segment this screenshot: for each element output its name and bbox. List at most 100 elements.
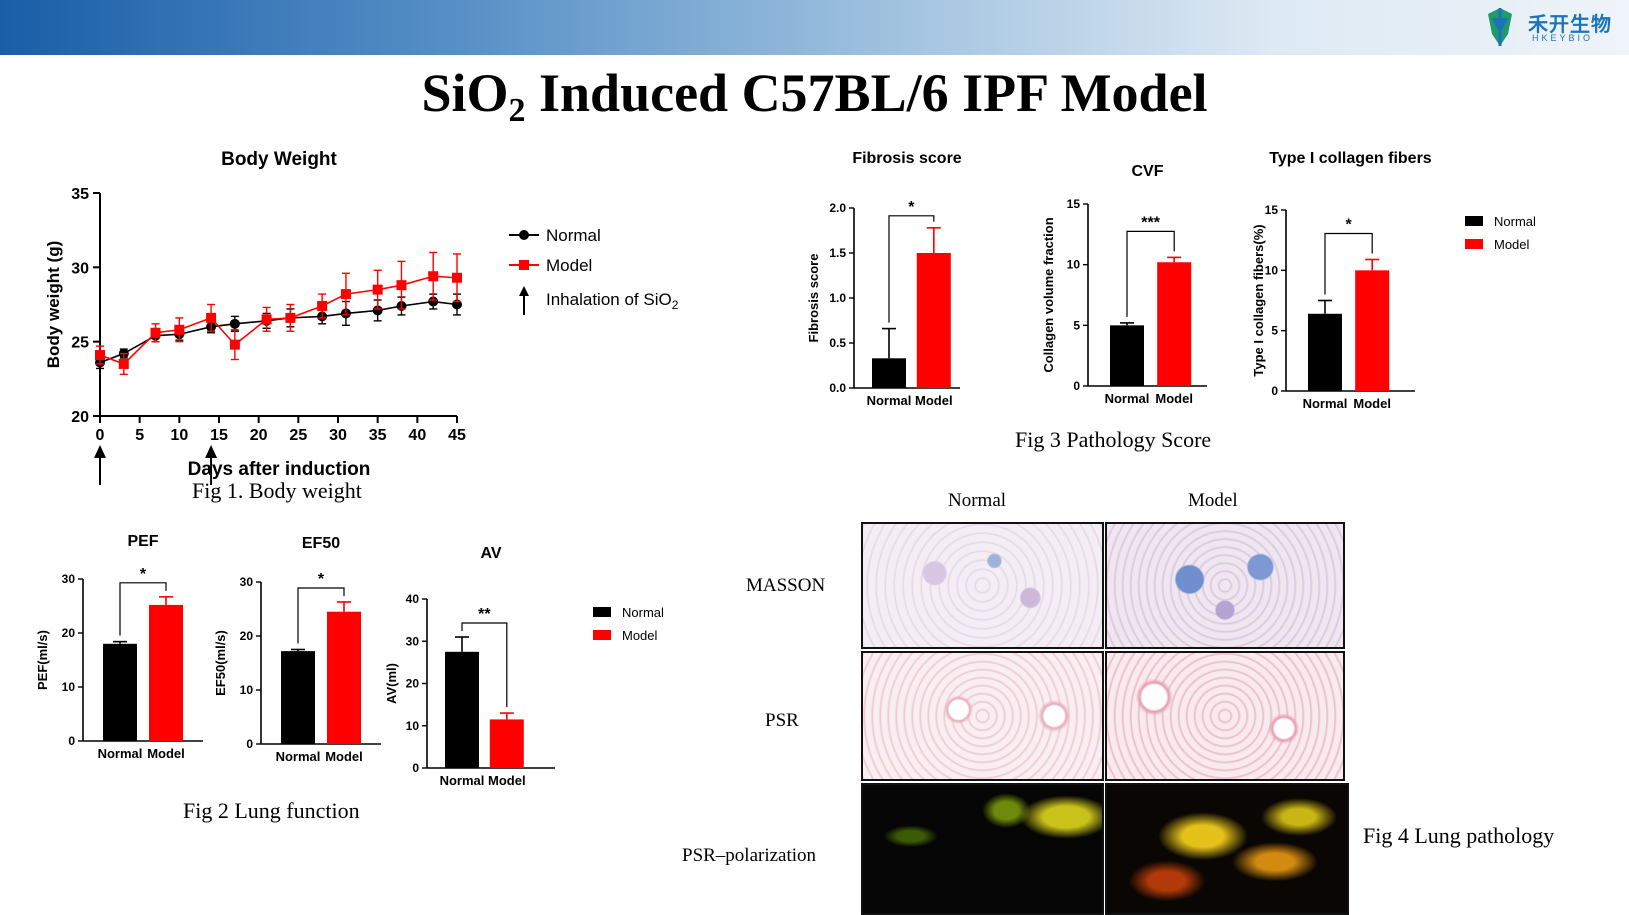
chart-title: AV	[480, 545, 501, 562]
y-tick-label: 40	[406, 592, 420, 606]
page-title: SiO2 Induced C57BL/6 IPF Model	[421, 63, 1208, 129]
x-tick-label: Model	[488, 773, 526, 788]
x-tick-label: Normal	[1105, 391, 1150, 406]
significance-marker: *	[318, 571, 325, 588]
x-tick-label: 25	[289, 427, 307, 444]
y-tick-label: 20	[62, 626, 76, 640]
chart-title: Body Weight	[221, 149, 337, 170]
row-label-psr-polarization: PSR–polarization	[682, 845, 817, 866]
y-axis-label: Collagen volume fraction	[1041, 217, 1056, 372]
y-tick-label: 0.0	[829, 381, 846, 395]
y-tick-label: 20	[71, 409, 89, 426]
collagen-chart: Type I collagen fibers 0 5 10 15 Type I colla…	[1251, 150, 1536, 411]
induction-arrow-head	[205, 445, 218, 458]
y-tick-label: 15	[1265, 203, 1279, 217]
induction-arrow-head	[94, 445, 106, 458]
pef-chart: PEF 0 10 20 30 PEF(ml/s) Normal Model *	[35, 533, 203, 761]
data-point-model	[95, 350, 105, 361]
legend-label-model: Model	[1494, 237, 1530, 252]
data-point-model	[428, 271, 439, 282]
data-point-model	[340, 289, 351, 300]
y-tick-label: 0	[68, 734, 75, 748]
cvf-chart: CVF 0 5 10 15 Collagen volume fraction Normal M…	[1041, 163, 1207, 406]
significance-marker: ***	[1141, 214, 1160, 231]
psr-polarization-model-image	[1105, 783, 1349, 915]
y-tick-label: 0	[412, 761, 419, 775]
y-tick-label: 1.0	[829, 291, 846, 305]
x-tick-label: 0	[96, 427, 105, 444]
significance-marker: **	[478, 606, 491, 623]
data-point-model	[150, 327, 161, 338]
bar-normal	[281, 651, 315, 744]
x-tick-label: Normal	[1303, 396, 1348, 411]
x-tick-label: Model	[915, 393, 953, 408]
header-bar	[0, 0, 1629, 55]
data-point-normal	[428, 296, 439, 307]
bar-model	[1355, 270, 1390, 391]
x-tick-label: Normal	[440, 773, 485, 788]
bar-model	[489, 719, 524, 768]
logo-text: 禾开生物	[1528, 12, 1612, 36]
data-point-model	[285, 312, 296, 323]
legend-label-normal: Normal	[622, 605, 664, 620]
y-axis-label: PEF(ml/s)	[35, 630, 50, 690]
data-point-normal	[372, 305, 383, 316]
y-tick-label: 0	[1271, 384, 1278, 398]
y-tick-label: 25	[71, 335, 89, 352]
masson-model-image	[1105, 522, 1345, 649]
x-tick-label: 35	[369, 427, 387, 444]
psr-polarization-normal-image	[861, 783, 1104, 915]
fig1-caption: Fig 1. Body weight	[192, 478, 362, 503]
legend-swatch-normal	[1465, 216, 1483, 226]
significance-bracket	[461, 622, 508, 708]
data-point-model	[261, 314, 272, 325]
legend-label-normal: Normal	[1494, 214, 1536, 229]
y-tick-label: 0	[246, 737, 253, 751]
legend-marker-model	[519, 260, 529, 270]
x-tick-label: 5	[135, 427, 144, 444]
legend-marker-normal	[519, 230, 529, 240]
y-tick-label: 30	[406, 634, 420, 648]
data-point-normal	[229, 318, 240, 329]
bar-model	[916, 253, 951, 388]
fig3-caption: Fig 3 Pathology Score	[1015, 427, 1212, 452]
chart-title: Type I collagen fibers	[1269, 150, 1432, 167]
data-point-model	[118, 358, 129, 369]
y-tick-label: 10	[240, 683, 254, 697]
significance-bracket	[297, 587, 345, 644]
y-tick-label: 10	[1067, 258, 1081, 272]
x-tick-label: Model	[147, 746, 185, 761]
y-tick-label: 5	[1073, 318, 1080, 332]
y-tick-label: 2.0	[829, 201, 846, 215]
x-tick-label: Normal	[867, 393, 912, 408]
fibrosis-score-chart: Fibrosis score 0.0 0.5 1.0 1.5 2.0 Fibrosis sc…	[806, 150, 962, 408]
data-point-model	[317, 300, 328, 311]
x-tick-label: 20	[250, 427, 268, 444]
data-point-model	[229, 339, 240, 350]
significance-bracket	[119, 582, 167, 636]
y-axis-label: Body weight (g)	[44, 241, 63, 368]
bar-normal	[872, 358, 906, 388]
chart-title: EF50	[302, 535, 340, 552]
row-label-psr: PSR	[765, 710, 799, 731]
x-tick-label: 40	[408, 427, 426, 444]
y-tick-label: 10	[1265, 263, 1279, 277]
data-point-model	[372, 284, 383, 295]
x-tick-label: 15	[210, 427, 228, 444]
x-tick-label: Normal	[98, 746, 143, 761]
significance-bracket	[1324, 232, 1373, 295]
masson-normal-image	[861, 522, 1104, 649]
y-tick-label: 30	[71, 260, 89, 277]
psr-normal-image	[861, 651, 1104, 781]
data-point-model	[206, 312, 217, 323]
y-tick-label: 0	[1073, 379, 1080, 393]
x-tick-label: Normal	[276, 749, 321, 764]
legend-swatch-normal	[593, 607, 611, 617]
data-point-model	[174, 324, 185, 335]
pathology-header-model: Model	[1188, 490, 1238, 511]
y-tick-label: 15	[1067, 197, 1081, 211]
x-tick-label: 10	[170, 427, 188, 444]
data-point-model	[452, 272, 462, 283]
significance-bracket	[1126, 230, 1175, 317]
y-tick-label: 20	[406, 677, 420, 691]
